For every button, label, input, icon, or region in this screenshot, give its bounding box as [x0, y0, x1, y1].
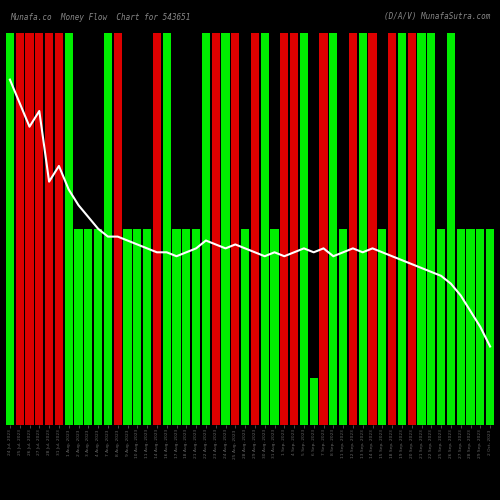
Bar: [260, 32, 269, 425]
Bar: [310, 378, 318, 425]
Bar: [368, 32, 376, 425]
Bar: [133, 229, 141, 425]
Bar: [398, 32, 406, 425]
Bar: [290, 32, 298, 425]
Bar: [250, 32, 259, 425]
Bar: [74, 229, 82, 425]
Bar: [437, 229, 446, 425]
Bar: [388, 32, 396, 425]
Bar: [84, 229, 92, 425]
Bar: [320, 32, 328, 425]
Bar: [241, 229, 250, 425]
Bar: [486, 229, 494, 425]
Bar: [54, 32, 63, 425]
Bar: [6, 32, 14, 425]
Bar: [162, 32, 171, 425]
Bar: [408, 32, 416, 425]
Bar: [466, 229, 474, 425]
Bar: [94, 229, 102, 425]
Text: (D/A/V) MunafaSutra.com: (D/A/V) MunafaSutra.com: [384, 12, 490, 22]
Bar: [114, 32, 122, 425]
Bar: [280, 32, 288, 425]
Bar: [456, 229, 465, 425]
Bar: [270, 229, 278, 425]
Bar: [16, 32, 24, 425]
Bar: [378, 229, 386, 425]
Bar: [45, 32, 54, 425]
Bar: [339, 229, 347, 425]
Text: Munafa.co  Money Flow  Chart for 543651: Munafa.co Money Flow Chart for 543651: [10, 12, 190, 22]
Bar: [192, 229, 200, 425]
Bar: [202, 32, 210, 425]
Bar: [446, 32, 455, 425]
Bar: [143, 229, 152, 425]
Bar: [212, 32, 220, 425]
Bar: [124, 229, 132, 425]
Bar: [418, 32, 426, 425]
Bar: [348, 32, 357, 425]
Bar: [104, 32, 112, 425]
Bar: [427, 32, 436, 425]
Bar: [172, 229, 180, 425]
Bar: [26, 32, 34, 425]
Bar: [222, 32, 230, 425]
Bar: [35, 32, 43, 425]
Bar: [152, 32, 161, 425]
Bar: [300, 32, 308, 425]
Bar: [476, 229, 484, 425]
Bar: [64, 32, 73, 425]
Bar: [231, 32, 239, 425]
Bar: [329, 32, 338, 425]
Bar: [358, 32, 367, 425]
Bar: [182, 229, 190, 425]
